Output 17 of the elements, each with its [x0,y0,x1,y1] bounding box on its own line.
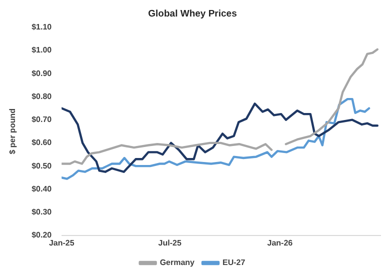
y-tick-label: $0.30 [32,207,52,216]
y-tick-label: $0.50 [32,161,52,170]
x-tick-label: Jan-26 [267,238,294,248]
y-tick-label: $1.10 [32,22,52,32]
y-tick-label: $0.40 [32,184,52,194]
y-tick-label: $0.20 [32,230,52,240]
x-tick-label: Jan-25 [48,238,75,248]
y-tick-label: $1.00 [32,46,52,55]
y-tick-label: $0.60 [32,138,52,148]
legend-label: Germany [160,258,196,268]
y-tick-label: $0.80 [32,92,52,101]
chart-title: Global Whey Prices [148,8,237,20]
y-axis-title: $ per pound [8,108,18,154]
legend-label: EU-27 [222,258,246,268]
x-tick-label: Jul-25 [158,238,182,248]
y-tick-label: $0.90 [32,68,52,78]
y-tick-label: $0.70 [32,115,52,124]
